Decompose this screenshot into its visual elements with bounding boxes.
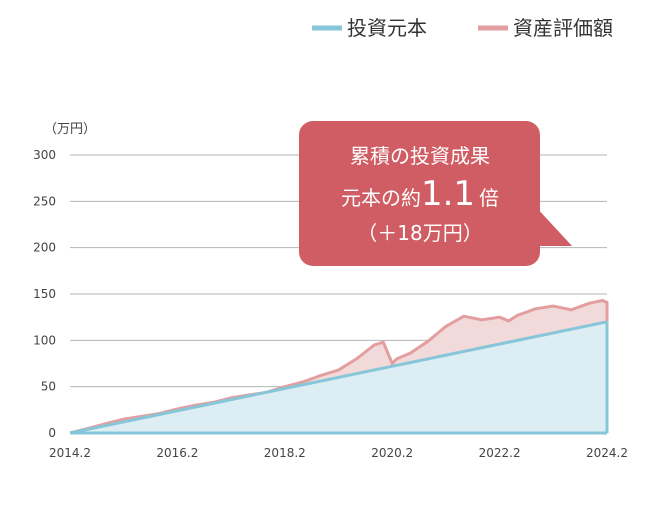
y-tick-label: 150 [33,287,56,301]
x-tick-label: 2014.2 [49,446,91,460]
callout-box [299,121,540,266]
legend-asset-label: 資産評価額 [513,16,613,40]
y-tick-label: 0 [48,426,56,440]
x-tick-label: 2016.2 [156,446,198,460]
callout-line2: 元本の約1.1 倍 [341,174,499,214]
y-tick-label: 200 [33,241,56,255]
y-tick-labels: 0 50 100 150 200 250 300 [33,148,56,440]
x-tick-label: 2020.2 [371,446,413,460]
x-tick-labels: 2014.2 2016.2 2018.2 2020.2 2022.2 2024.2 [49,446,628,460]
callout-line1: 累積の投資成果 [350,144,490,168]
legend: 投資元本 資産評価額 [312,16,613,40]
callout-multiple: 1.1 [421,174,475,214]
callout: 累積の投資成果 元本の約1.1 倍 （＋18万円） [299,121,572,266]
y-tick-label: 250 [33,194,56,208]
callout-line2-suffix: 倍 [479,186,499,210]
callout-line3: （＋18万円） [357,221,482,245]
y-tick-label: 100 [33,333,56,347]
callout-tail [535,206,572,246]
asset-area [70,300,607,433]
x-tick-label: 2024.2 [586,446,628,460]
y-tick-label: 300 [33,148,56,162]
y-tick-label: 50 [41,380,56,394]
x-tick-label: 2022.2 [479,446,521,460]
asset-line [69,298,609,435]
legend-principal-label: 投資元本 [347,16,427,40]
callout-line2-prefix: 元本の約 [341,186,421,210]
x-tick-label: 2018.2 [264,446,306,460]
principal-line [69,320,608,435]
y-axis-unit: （万円） [44,122,96,137]
